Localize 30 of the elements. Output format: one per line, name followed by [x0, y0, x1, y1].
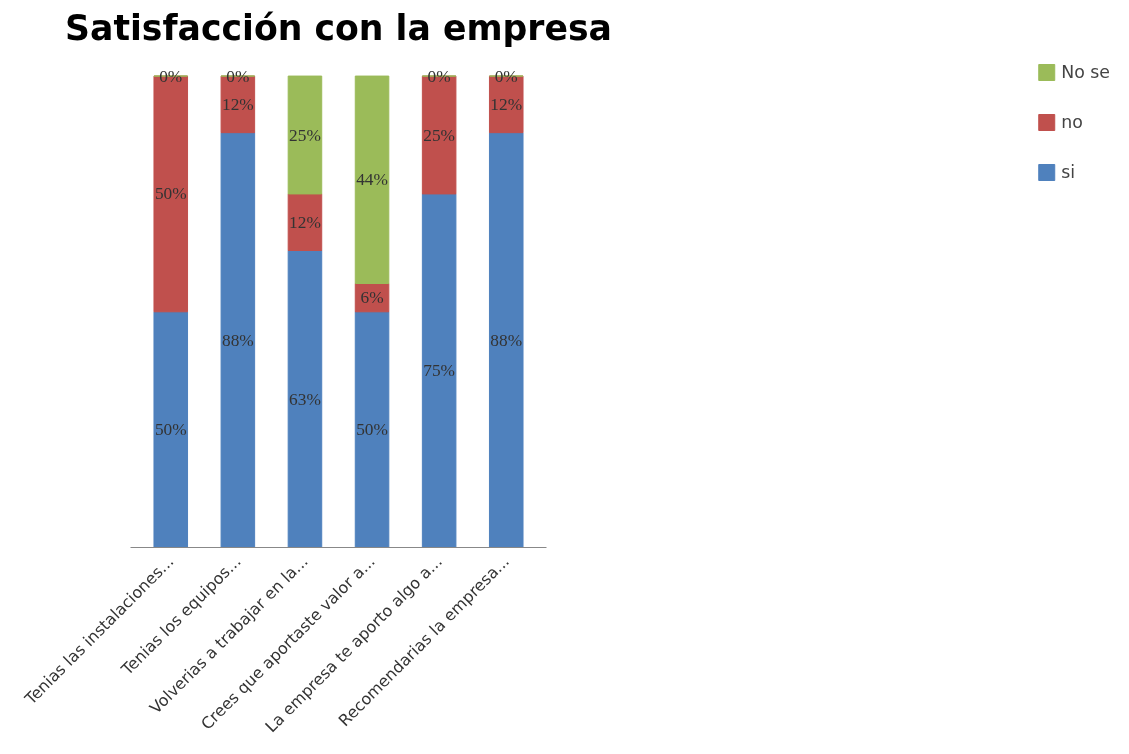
- chart-title: Satisfacción con la empresa: [65, 7, 612, 48]
- data-label: 0%: [427, 66, 451, 86]
- data-label: 12%: [221, 94, 254, 114]
- bar: [488, 132, 524, 548]
- data-label: 0%: [494, 66, 518, 86]
- data-label: 75%: [423, 361, 456, 381]
- data-label: 25%: [423, 125, 456, 145]
- data-label: 50%: [356, 420, 388, 440]
- bar: [287, 250, 323, 548]
- data-label: 12%: [289, 212, 321, 232]
- bar: [354, 311, 390, 548]
- bar: [220, 132, 256, 548]
- bar: [354, 75, 390, 284]
- data-label: 44%: [356, 170, 388, 190]
- bar: [287, 75, 323, 195]
- legend-label: si: [1061, 162, 1077, 182]
- data-label: 88%: [221, 330, 254, 350]
- data-label: 88%: [490, 330, 523, 350]
- data-label: 0%: [226, 66, 250, 86]
- data-label: 50%: [154, 184, 187, 204]
- data-label: 6%: [360, 288, 384, 308]
- data-label: 25%: [289, 125, 321, 145]
- legend-label: no: [1061, 112, 1083, 132]
- data-label: 50%: [154, 420, 187, 440]
- data-label: 63%: [289, 389, 321, 409]
- bar: [153, 311, 189, 548]
- data-label: 12%: [490, 94, 523, 114]
- bar: [421, 193, 457, 548]
- legend-label: No se: [1061, 62, 1110, 82]
- data-label: 0%: [159, 66, 183, 86]
